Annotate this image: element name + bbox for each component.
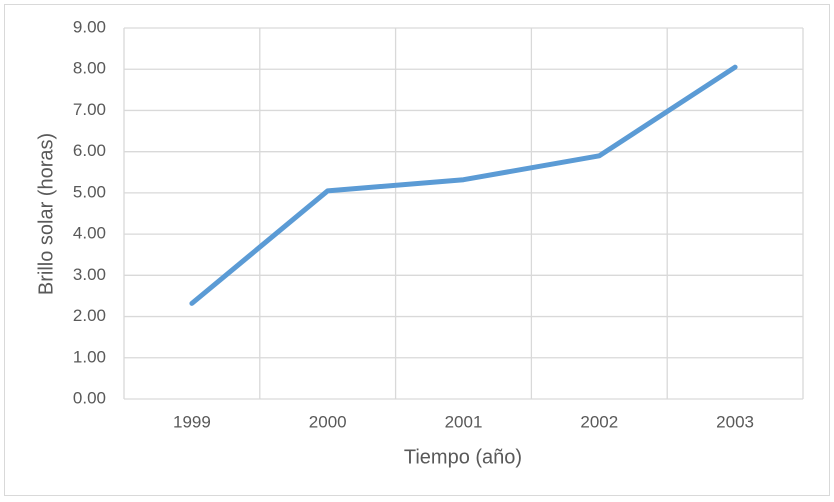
- x-tick-label: 2001: [445, 412, 483, 431]
- y-tick-label: 2.00: [73, 306, 106, 325]
- x-tick-label: 2000: [309, 412, 347, 431]
- y-tick-label: 8.00: [73, 59, 106, 78]
- x-tick-label: 2002: [580, 412, 618, 431]
- y-tick-label: 0.00: [73, 388, 106, 407]
- x-axis-title: Tiempo (año): [404, 446, 522, 468]
- y-tick-label: 3.00: [73, 265, 106, 284]
- y-tick-label: 4.00: [73, 224, 106, 243]
- y-tick-label: 7.00: [73, 100, 106, 119]
- y-axis-title: Brillo solar (horas): [35, 133, 57, 295]
- y-tick-label: 6.00: [73, 141, 106, 160]
- chart-border: [4, 4, 830, 496]
- y-tick-label: 9.00: [73, 17, 106, 36]
- x-tick-label: 1999: [173, 412, 211, 431]
- y-tick-label: 5.00: [73, 182, 106, 201]
- data-line: [189, 64, 738, 306]
- x-tick-label: 2003: [716, 412, 754, 431]
- y-tick-label: 1.00: [73, 347, 106, 366]
